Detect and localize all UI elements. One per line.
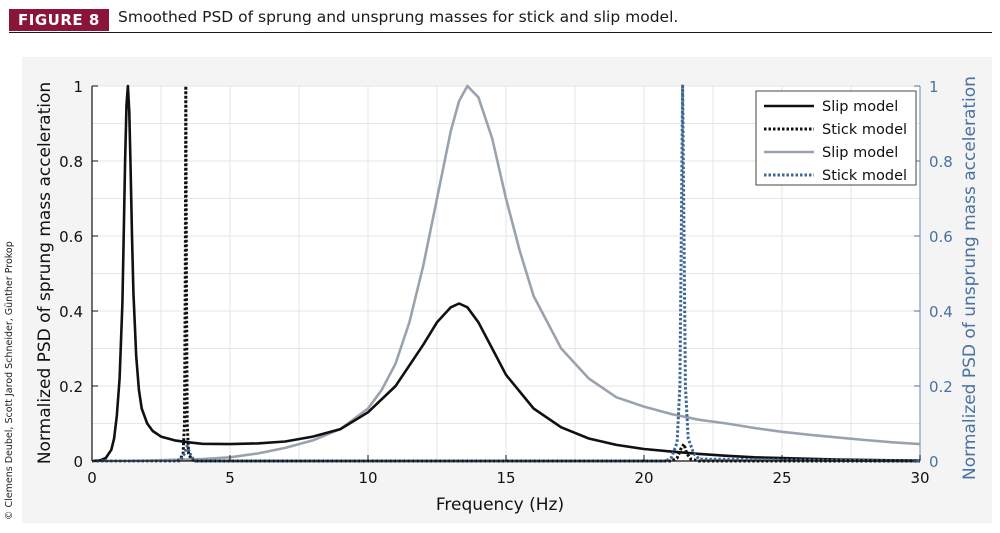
legend-label: Slip model: [822, 145, 898, 161]
left-y-tick-label: 0.8: [59, 153, 83, 171]
x-axis-label: Frequency (Hz): [436, 495, 564, 515]
caption-rule: [9, 32, 992, 33]
right-y-tick-label: 0.2: [929, 378, 953, 396]
left-y-tick-label: 0.2: [59, 378, 83, 396]
series-line-left-slip-model: [91, 84, 921, 463]
legend-items: Slip model Stick model Slip model Stick mod…: [764, 99, 907, 184]
x-tick-label: 25: [772, 469, 791, 487]
right-y-tick-label: 0.8: [929, 153, 953, 171]
x-tick-label: 5: [225, 469, 235, 487]
figure-header: FIGURE 8 Smoothed PSD of sprung and unsp…: [0, 0, 1000, 34]
right-y-axis-label: Normalized PSD of unsprung mass accelera…: [960, 76, 980, 480]
series-line-left-stick-model: [92, 84, 920, 463]
x-tick-label: 15: [496, 469, 515, 487]
figure-badge: FIGURE 8: [9, 9, 109, 31]
figure-caption: Smoothed PSD of sprung and unsprung mass…: [118, 8, 679, 26]
left-y-tick-label: 0.4: [59, 303, 83, 321]
right-y-tick-label: 0: [929, 453, 939, 471]
left-y-tick-label: 0.6: [59, 228, 83, 246]
x-tick-label: 20: [634, 469, 653, 487]
series-layer: [91, 84, 921, 463]
right-y-tick-label: 1: [929, 78, 939, 96]
x-tick-label: 0: [87, 469, 97, 487]
series-line-right-slip-model: [91, 84, 921, 463]
legend-label: Slip model: [822, 99, 898, 115]
left-y-tick-label: 0: [73, 453, 83, 471]
left-y-axis-label: Normalized PSD of sprung mass accelerati…: [35, 82, 55, 464]
x-tick-label: 10: [358, 469, 377, 487]
right-y-tick-label: 0.4: [929, 303, 953, 321]
x-tick-label: 30: [910, 469, 929, 487]
legend-label: Stick model: [822, 168, 907, 184]
legend-label: Stick model: [822, 122, 907, 138]
left-y-tick-label: 1: [73, 78, 83, 96]
series-line-right-stick-model: [92, 84, 921, 463]
legend: Slip model Stick model Slip model Stick mod…: [755, 90, 917, 186]
right-y-tick-label: 0.6: [929, 228, 953, 246]
